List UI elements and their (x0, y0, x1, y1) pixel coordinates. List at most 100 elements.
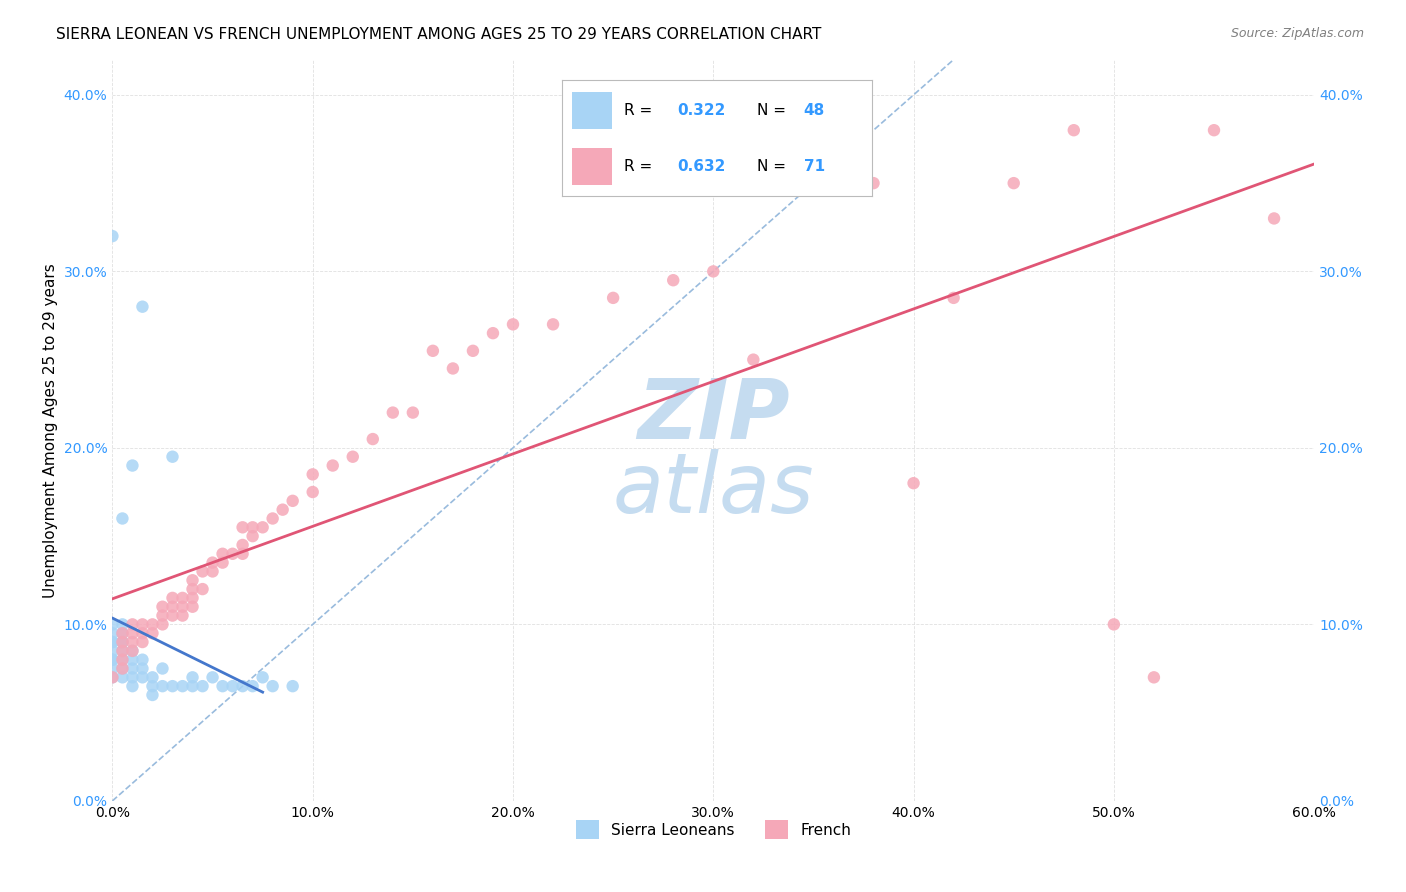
Point (1143, 670, 1166, 684)
Point (101, 653, 124, 667)
Text: ZIP: ZIP (637, 375, 790, 456)
Point (152, 679, 174, 693)
Point (101, 670, 124, 684)
Point (1063, 123, 1085, 137)
Point (1202, 123, 1225, 137)
Point (1002, 176, 1025, 190)
Point (152, 617, 174, 632)
Text: 48: 48 (804, 103, 825, 118)
Point (101, 635, 124, 649)
Point (101, 644, 124, 658)
Point (101, 229, 124, 244)
Text: SIERRA LEONEAN VS FRENCH UNEMPLOYMENT AMONG AGES 25 TO 29 YEARS CORRELATION CHAR: SIERRA LEONEAN VS FRENCH UNEMPLOYMENT AM… (56, 27, 821, 42)
Point (101, 635, 124, 649)
Text: atlas: atlas (613, 449, 814, 530)
Point (181, 670, 204, 684)
Point (201, 670, 224, 684)
FancyBboxPatch shape (572, 147, 612, 185)
Point (281, 493, 304, 508)
Text: N =: N = (758, 103, 792, 118)
Point (181, 582, 204, 596)
Point (602, 291, 624, 305)
Point (381, 406, 404, 420)
Point (252, 670, 274, 684)
Point (422, 343, 444, 358)
Point (1263, 211, 1285, 226)
Point (162, 608, 184, 623)
Point (131, 300, 153, 314)
Point (242, 529, 264, 543)
Point (111, 644, 134, 658)
Text: N =: N = (758, 159, 792, 174)
Point (221, 547, 243, 561)
Point (252, 520, 274, 534)
Point (101, 661, 124, 675)
Point (121, 661, 143, 675)
Point (111, 644, 134, 658)
Point (101, 653, 124, 667)
Text: R =: R = (624, 103, 658, 118)
Point (662, 273, 685, 287)
Point (181, 574, 204, 588)
Point (242, 679, 264, 693)
Point (702, 264, 724, 278)
Point (172, 608, 194, 623)
Legend: Sierra Leoneans, French: Sierra Leoneans, French (569, 814, 858, 845)
Point (172, 591, 194, 605)
Point (141, 617, 163, 632)
Point (211, 547, 233, 561)
Point (342, 450, 364, 464)
Point (121, 670, 143, 684)
Point (262, 511, 284, 525)
Point (111, 635, 134, 649)
Point (742, 352, 765, 367)
Point (111, 653, 134, 667)
Y-axis label: Unemployment Among Ages 25 to 29 years: Unemployment Among Ages 25 to 29 years (44, 263, 58, 598)
Point (162, 450, 184, 464)
Point (162, 591, 184, 605)
Point (131, 661, 153, 675)
Point (191, 679, 214, 693)
Point (482, 326, 505, 341)
Point (121, 679, 143, 693)
Point (172, 679, 194, 693)
Point (152, 599, 174, 614)
Point (201, 556, 224, 570)
Point (172, 599, 194, 614)
Point (502, 318, 524, 332)
Point (131, 626, 153, 640)
Point (903, 476, 925, 491)
Point (1102, 617, 1125, 632)
Point (402, 406, 425, 420)
Point (211, 556, 233, 570)
Point (152, 608, 174, 623)
Text: 71: 71 (804, 159, 825, 174)
Point (141, 688, 163, 702)
Point (141, 626, 163, 640)
Point (301, 467, 323, 482)
Point (121, 653, 143, 667)
Text: Source: ZipAtlas.com: Source: ZipAtlas.com (1230, 27, 1364, 40)
Point (162, 599, 184, 614)
Point (111, 661, 134, 675)
Point (361, 432, 384, 446)
Point (121, 617, 143, 632)
Point (111, 635, 134, 649)
Point (232, 538, 254, 552)
Point (141, 679, 163, 693)
Point (111, 617, 134, 632)
Point (191, 582, 214, 596)
Text: 0.322: 0.322 (676, 103, 725, 118)
Point (111, 511, 134, 525)
Point (162, 679, 184, 693)
Point (181, 599, 204, 614)
Point (121, 458, 143, 473)
Point (141, 670, 163, 684)
Point (111, 635, 134, 649)
Point (221, 679, 243, 693)
Point (201, 565, 224, 579)
Point (131, 635, 153, 649)
Point (131, 617, 153, 632)
Point (322, 458, 344, 473)
Point (181, 591, 204, 605)
